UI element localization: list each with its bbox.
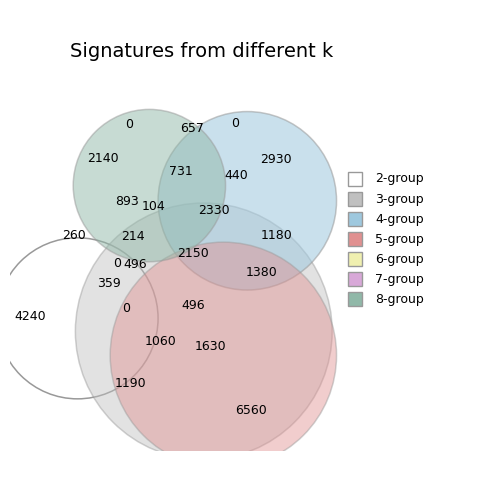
- Text: 1180: 1180: [261, 229, 293, 242]
- Text: 893: 893: [115, 195, 139, 208]
- Text: 0: 0: [231, 117, 239, 130]
- Text: 1190: 1190: [115, 377, 147, 390]
- Text: 496: 496: [123, 258, 147, 271]
- Text: 2140: 2140: [87, 152, 118, 165]
- Legend: 2-group, 3-group, 4-group, 5-group, 6-group, 7-group, 8-group: 2-group, 3-group, 4-group, 5-group, 6-gr…: [348, 171, 424, 306]
- Text: 496: 496: [181, 299, 205, 312]
- Title: Signatures from different k: Signatures from different k: [70, 42, 333, 61]
- Text: 104: 104: [142, 200, 166, 213]
- Text: 0: 0: [125, 118, 133, 131]
- Text: 1630: 1630: [195, 340, 226, 353]
- Text: 1060: 1060: [144, 335, 176, 348]
- Text: 0: 0: [113, 258, 121, 271]
- Text: 0: 0: [122, 302, 131, 315]
- Text: 359: 359: [97, 277, 121, 290]
- Text: 260: 260: [62, 229, 86, 242]
- Text: 6560: 6560: [235, 404, 267, 417]
- Circle shape: [73, 109, 226, 262]
- Circle shape: [158, 111, 337, 290]
- Text: 4240: 4240: [15, 309, 46, 323]
- Circle shape: [110, 242, 337, 469]
- Text: 440: 440: [225, 169, 248, 182]
- Text: 1380: 1380: [245, 266, 277, 279]
- Circle shape: [76, 203, 332, 460]
- Text: 214: 214: [121, 230, 145, 243]
- Text: 731: 731: [169, 165, 193, 178]
- Text: 657: 657: [180, 121, 204, 135]
- Text: 2150: 2150: [177, 246, 209, 260]
- Text: 2930: 2930: [260, 153, 291, 166]
- Text: 2330: 2330: [198, 204, 230, 217]
